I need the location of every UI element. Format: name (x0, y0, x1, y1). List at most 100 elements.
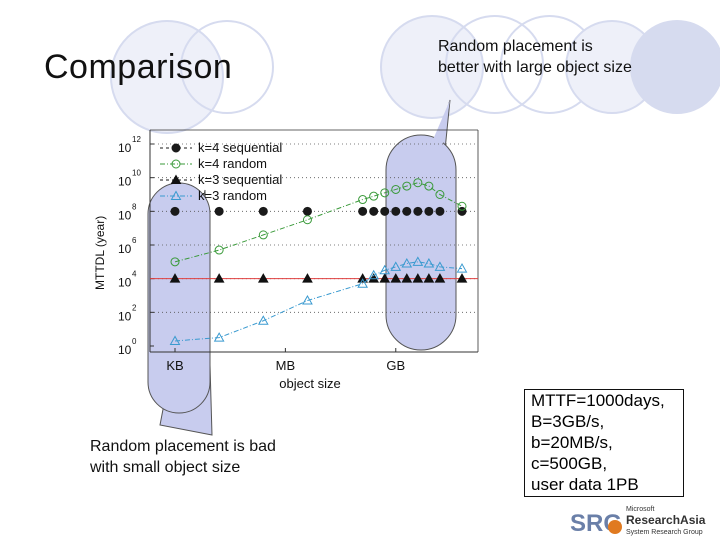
data-point (413, 206, 423, 216)
data-point (391, 184, 401, 194)
y-tick-exponent: 2 (132, 303, 137, 312)
data-point (456, 263, 468, 273)
param-mttf: MTTF=1000days, (531, 391, 665, 410)
data-point (214, 245, 224, 255)
data-point (423, 257, 435, 268)
data-point (401, 273, 413, 283)
y-tick-label: 10 (118, 276, 132, 290)
data-point (368, 273, 380, 283)
y-tick-label: 10 (118, 242, 132, 256)
data-point (380, 206, 390, 216)
logo-main: ResearchAsia (626, 513, 706, 527)
data-point (391, 206, 401, 216)
data-point (214, 206, 224, 216)
series-4 (169, 256, 468, 345)
data-point (258, 230, 268, 240)
data-point (456, 273, 468, 283)
data-point (213, 273, 225, 283)
data-point (357, 273, 369, 283)
data-point (368, 269, 380, 280)
logo-small: Microsoft (626, 506, 654, 513)
data-point (358, 206, 368, 216)
data-point (170, 206, 180, 216)
y-tick-exponent: 12 (132, 135, 141, 144)
x-tick-label: MB (276, 358, 296, 373)
decorative-circle (180, 20, 274, 114)
legend-marker (171, 159, 181, 169)
y-tick-label: 10 (118, 343, 132, 357)
plot-area (149, 129, 479, 353)
logo-sub: System Research Group (626, 529, 703, 536)
data-point (257, 273, 269, 283)
legend-label: k=3 random (198, 188, 267, 203)
data-point (302, 295, 313, 305)
data-point (258, 206, 268, 216)
data-point (457, 206, 467, 216)
data-point (413, 178, 423, 188)
data-point (412, 273, 424, 283)
data-point (357, 278, 369, 288)
x-tick-label: GB (386, 358, 405, 373)
data-point (435, 190, 445, 199)
y-tick-label: 10 (118, 208, 132, 222)
y-tick-exponent: 0 (132, 337, 137, 346)
legend-label: k=4 random (198, 156, 267, 171)
data-point (380, 188, 390, 198)
param-c: c=500GB, (531, 454, 608, 473)
data-point (302, 215, 312, 225)
legend-label: k=3 sequential (198, 172, 282, 187)
data-point (434, 261, 446, 271)
legend-marker (171, 143, 181, 153)
data-point (401, 257, 413, 268)
data-point (369, 206, 379, 216)
param-b-lower: b=20MB/s, (531, 433, 613, 452)
series-3 (169, 273, 468, 283)
parameter-box: MTTF=1000days, B=3GB/s, b=20MB/s, c=500G… (524, 389, 684, 497)
y-tick-exponent: 6 (132, 236, 137, 245)
data-point (423, 273, 435, 283)
series-line (174, 261, 463, 342)
y-tick-label: 10 (118, 141, 132, 155)
data-point (457, 201, 467, 211)
param-user-data: user data 1PB (531, 475, 639, 494)
callout-text-large-objects: Random placement is better with large ob… (438, 38, 632, 76)
data-point (379, 273, 391, 283)
data-point (369, 191, 379, 201)
data-point (435, 206, 445, 216)
data-point (379, 264, 391, 275)
data-point (257, 315, 269, 325)
data-point (390, 273, 402, 283)
data-point (358, 195, 368, 205)
data-point (169, 273, 181, 283)
data-point (302, 273, 313, 283)
data-point (302, 206, 312, 216)
data-point (213, 332, 225, 342)
data-point (169, 335, 181, 345)
y-tick-label: 10 (118, 309, 132, 323)
data-point (390, 261, 402, 271)
y-tick-label: 10 (118, 175, 132, 189)
decorative-circle (630, 20, 720, 114)
y-tick-exponent: 8 (132, 202, 137, 211)
y-tick-exponent: 10 (132, 169, 141, 178)
legend-marker (170, 174, 182, 184)
data-point (402, 181, 412, 191)
legend-label: k=4 sequential (198, 140, 282, 155)
y-axis-label: MTTDL (year) (93, 216, 107, 290)
data-point (424, 206, 434, 216)
data-point (402, 206, 412, 216)
data-point (170, 257, 180, 267)
slide-title: Comparison (44, 48, 233, 86)
research-logo: SRG Microsoft ResearchAsia System Resear… (570, 506, 706, 537)
data-point (424, 181, 434, 191)
callout-bubble-large (385, 99, 457, 351)
logo-orb-icon (608, 520, 622, 534)
y-tick-exponent: 4 (132, 270, 137, 279)
legend-marker (170, 190, 182, 200)
data-point (412, 256, 424, 266)
param-b-upper: B=3GB/s, (531, 412, 605, 431)
x-axis-label: object size (279, 376, 340, 391)
data-point (434, 273, 446, 283)
